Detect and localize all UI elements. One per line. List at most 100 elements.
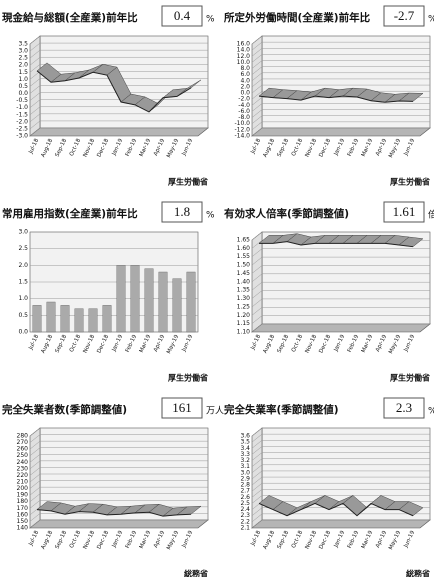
y-tick-label: 3.0 [18,229,28,236]
grid-line-side [251,323,263,333]
x-tick-label: Nov-18 [304,137,318,158]
y-tick-label: 1.10 [237,329,251,336]
grid-line-side [29,92,41,101]
grid-line-side [251,35,263,45]
grid-line-side [251,115,263,124]
chart-panel: 完全失業者数(季節調整値) 161 万人総務省1401501601701801902… [2,397,224,577]
x-tick-label: Aug-18 [40,530,54,551]
grid-line-side [29,85,41,94]
grid-line-side [29,519,41,529]
x-tick-label: Dec-18 [96,334,110,355]
y-tick-label: 2.4 [240,506,250,513]
y-tick-label: 2.0 [240,83,250,90]
y-tick-label: 2.3 [240,512,250,519]
y-tick-label: 2.0 [18,62,28,69]
grid-line-side [251,231,263,241]
grid-line-side [251,127,263,137]
floor [251,323,431,333]
x-tick-label: Oct-18 [291,137,304,157]
y-tick-label: 2.5 [18,245,28,252]
y-tick-label: 1.25 [237,303,251,310]
y-tick-label: 1.0 [18,295,28,302]
x-tick-label: Sep-18 [55,333,69,354]
y-tick-label: 14.0 [237,47,251,54]
grid-line-side [29,106,41,115]
y-tick-label: 230 [17,465,29,472]
x-tick-label: Mar-19 [361,333,375,353]
line [258,95,414,103]
y-tick-label: 2.5 [18,55,28,62]
y-tick-label: 2.2 [240,518,250,525]
grid-line-side [29,440,41,450]
grid-line-side [29,480,41,489]
y-tick-label: 1.55 [237,253,251,260]
y-tick-label: -2.5 [16,125,28,132]
grid-line-side [251,315,263,324]
x-tick-label: Jul-18 [250,529,263,547]
headline-box [383,201,425,223]
chart-panel: 所定外労働時間(全産業)前年比 -2.7% 厚生労働省 -14.0-12.0-10.0… [224,5,434,187]
grid-line-side [251,464,263,473]
chart-title: 所定外労働時間(全産業)前年比 [224,11,371,24]
y-tick-label: 280 [17,433,29,440]
x-tick-label: Jul-18 [28,137,41,155]
grid-line-side [251,265,263,274]
source: 厚生労働省 [168,373,208,383]
source: 厚生労働省 [390,373,430,383]
headline-value: 0.4 [174,8,191,23]
y-tick-label: -12.0 [234,126,250,133]
x-tick-label: Sep-18 [55,137,69,158]
grid-line-side [251,256,263,266]
x-tick-label: Jun-19 [403,137,417,157]
grid-line-side [251,427,263,437]
y-tick-label: 190 [17,492,29,499]
x-tick-label: Dec-18 [318,334,332,355]
chart-title: 有効求人倍率(季節調整値) [224,207,349,220]
y-tick-label: 270 [17,439,29,446]
floor [251,519,431,529]
grid-line-side [251,41,263,51]
y-tick-label: -0.5 [16,97,28,104]
y-tick-label: 3.2 [240,457,250,464]
headline-box [161,397,203,419]
grid-line-side [251,507,263,516]
x-tick-label: Mar-19 [361,137,375,157]
grid-line-side [251,54,263,63]
y-tick-label: -4.0 [238,102,250,109]
grid-line-side [29,473,41,483]
y-tick-label: 1.20 [237,312,251,319]
y-tick-label: 1.0 [18,76,28,83]
x-tick-label: Feb-19 [347,138,361,158]
x-tick-label: Jun-19 [403,529,417,549]
grid-line-side [251,290,263,299]
y-tick-label: 3.0 [18,48,28,55]
bar [32,305,42,333]
x-tick-label: Feb-19 [125,334,139,354]
y-tick-label: 150 [17,518,29,525]
grid-line-side [29,64,41,73]
y-tick-label: 3.1 [240,463,250,470]
y-tick-label: 2.7 [240,488,250,495]
grid-line-side [29,447,41,456]
grid-line-side [251,103,263,112]
y-tick-label: 0.5 [18,312,28,319]
y-tick-label: -8.0 [238,114,250,121]
grid-line-side [251,433,263,443]
x-tick-label: May-19 [388,333,402,354]
grid-line-side [251,446,263,455]
bar [46,301,56,333]
headline-unit: 万人 [206,406,224,417]
x-tick-label: May-19 [388,529,402,550]
headline-box [383,397,425,419]
back-wall [261,35,431,129]
grid-line-side [29,99,41,108]
grid-line-side [251,121,263,131]
y-tick-label: 3.5 [240,439,250,446]
grid-line-side [29,127,41,137]
grid-line-side [29,35,41,45]
grid-line-side [251,91,263,100]
y-tick-label: 1.30 [237,295,251,302]
y-tick-label: 1.45 [237,270,251,277]
x-tick-label: Apr-19 [375,137,388,156]
y-tick-label: -3.0 [16,133,28,140]
